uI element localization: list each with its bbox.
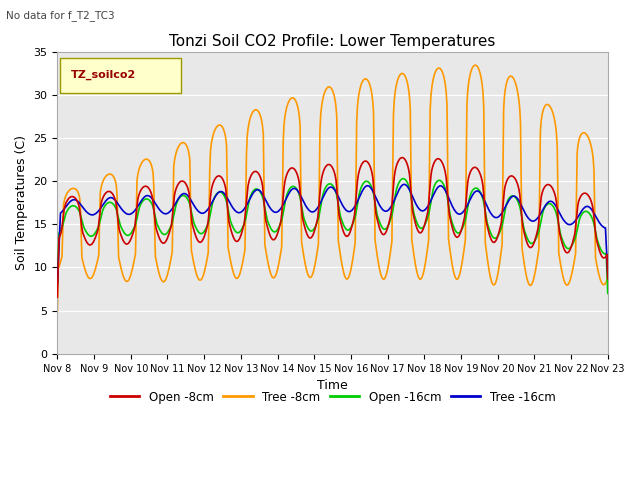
Text: TZ_soilco2: TZ_soilco2 [71, 70, 136, 81]
X-axis label: Time: Time [317, 379, 348, 392]
FancyBboxPatch shape [60, 58, 181, 93]
Legend: Open -8cm, Tree -8cm, Open -16cm, Tree -16cm: Open -8cm, Tree -8cm, Open -16cm, Tree -… [105, 386, 560, 408]
Y-axis label: Soil Temperatures (C): Soil Temperatures (C) [15, 135, 28, 270]
Text: No data for f_T2_TC3: No data for f_T2_TC3 [6, 10, 115, 21]
Title: Tonzi Soil CO2 Profile: Lower Temperatures: Tonzi Soil CO2 Profile: Lower Temperatur… [170, 34, 496, 49]
